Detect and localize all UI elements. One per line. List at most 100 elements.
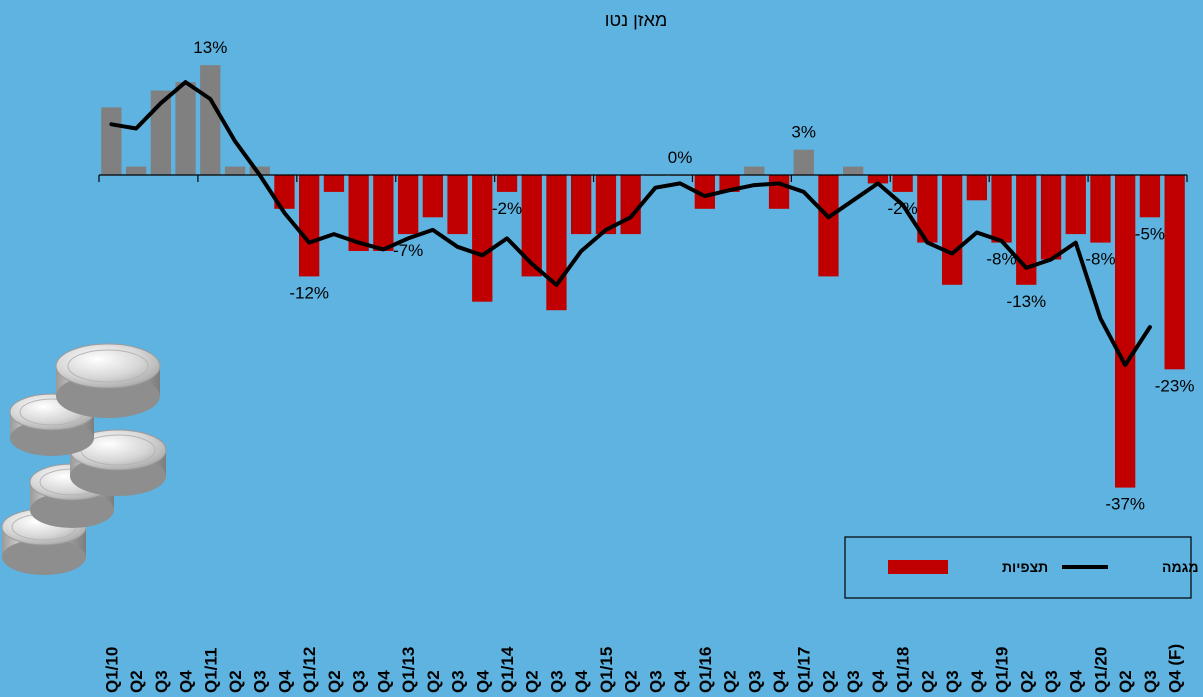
data-label-41: -37% bbox=[1105, 495, 1145, 514]
bar-29 bbox=[818, 175, 839, 277]
trend-line bbox=[109, 80, 1152, 368]
x-tick-label-23: Q4 bbox=[671, 670, 690, 693]
legend-label-trend: מגמה bbox=[1162, 559, 1199, 575]
bar-6 bbox=[249, 166, 270, 175]
x-tick-label-9: Q2 bbox=[325, 670, 344, 693]
x-tick-label-34: Q3 bbox=[943, 670, 962, 693]
bar-24 bbox=[694, 175, 715, 209]
data-label-36: -8% bbox=[986, 250, 1016, 269]
legend: מגמה תצפיות bbox=[844, 536, 1199, 599]
bar-15 bbox=[472, 175, 493, 302]
bar-3 bbox=[175, 82, 196, 175]
data-label-37: -13% bbox=[1006, 292, 1046, 311]
bar-33 bbox=[917, 175, 938, 243]
x-tick-label-41: Q2 bbox=[1116, 670, 1135, 693]
x-tick-label-27: Q4 bbox=[770, 670, 789, 693]
x-tick-label-2: Q3 bbox=[152, 670, 171, 693]
x-tick-label-39: Q4 bbox=[1067, 670, 1086, 693]
bar-28 bbox=[793, 149, 814, 175]
bar-40 bbox=[1090, 175, 1111, 243]
bar-7 bbox=[274, 175, 295, 209]
x-tick-label-11: Q4 bbox=[374, 670, 393, 693]
x-tick-label-33: Q2 bbox=[918, 670, 937, 693]
x-tick-label-36: Q1/19 bbox=[993, 647, 1012, 693]
x-tick-label-20: Q1/15 bbox=[597, 647, 616, 693]
legend-box bbox=[844, 536, 1192, 599]
bar-14 bbox=[447, 175, 468, 235]
bar-43 bbox=[1164, 175, 1185, 370]
data-label-23: 0% bbox=[668, 148, 693, 167]
x-tick-label-5: Q2 bbox=[226, 670, 245, 693]
x-tick-label-3: Q4 bbox=[177, 670, 196, 693]
x-tick-labels: Q1/10 Q2 Q3 Q4 Q1/11 Q2 Q3 Q4 Q1/12 Q2 Q3 Q4 Q1/13 Q2… bbox=[102, 644, 1184, 693]
trend-line-group bbox=[109, 80, 1152, 368]
data-label-16: -2% bbox=[492, 199, 522, 218]
bar-12 bbox=[398, 175, 419, 235]
x-tick-label-32: Q1/18 bbox=[894, 647, 913, 693]
x-tick-label-31: Q4 bbox=[869, 670, 888, 693]
bar-41 bbox=[1115, 175, 1136, 488]
data-label-4: 13% bbox=[193, 38, 227, 57]
bar-34 bbox=[942, 175, 963, 285]
data-label-40: -8% bbox=[1085, 250, 1115, 269]
bar-9 bbox=[323, 175, 345, 192]
x-tick-label-12: Q1/13 bbox=[399, 647, 418, 693]
x-tick-label-26: Q3 bbox=[745, 670, 764, 693]
bar-10 bbox=[348, 175, 369, 251]
chart-title: מאזן נטו bbox=[605, 10, 668, 30]
data-label-43: -23% bbox=[1155, 376, 1195, 395]
bar-18 bbox=[546, 175, 567, 311]
bar-42 bbox=[1139, 175, 1161, 218]
bar-8 bbox=[299, 175, 320, 277]
bar-39 bbox=[1065, 175, 1086, 235]
x-tick-label-22: Q3 bbox=[646, 670, 665, 693]
bar-1 bbox=[126, 166, 147, 175]
x-tick-label-14: Q3 bbox=[449, 670, 468, 693]
x-tick-label-28: Q1/17 bbox=[795, 647, 814, 693]
bar-32 bbox=[892, 175, 913, 192]
bar-20 bbox=[595, 175, 617, 235]
bar-36 bbox=[991, 175, 1012, 243]
x-tick-label-29: Q2 bbox=[820, 670, 839, 693]
x-tick-label-38: Q3 bbox=[1042, 670, 1061, 693]
x-axis bbox=[98, 174, 1188, 182]
x-tick-label-42: Q3 bbox=[1141, 670, 1160, 693]
x-tick-label-4: Q1/11 bbox=[201, 648, 220, 693]
bar-0 bbox=[101, 107, 122, 175]
data-label-42: -5% bbox=[1135, 224, 1165, 243]
bar-37 bbox=[1016, 175, 1037, 285]
bar-26 bbox=[744, 166, 765, 175]
bar-13 bbox=[422, 175, 443, 218]
legend-label-observations: תצפיות bbox=[1002, 559, 1048, 575]
x-tick-label-10: Q3 bbox=[350, 670, 369, 693]
x-tick-label-35: Q4 bbox=[968, 670, 987, 693]
x-tick-label-40: Q1/20 bbox=[1092, 647, 1111, 693]
x-tick-label-13: Q2 bbox=[424, 670, 443, 693]
bar-19 bbox=[571, 175, 592, 235]
bar-30 bbox=[843, 166, 864, 175]
x-tick-label-7: Q4 bbox=[276, 670, 295, 693]
x-tick-label-43: Q4 (F) bbox=[1166, 644, 1185, 693]
x-tick-label-17: Q2 bbox=[523, 670, 542, 693]
bars-group bbox=[101, 65, 1185, 488]
bar-4 bbox=[200, 65, 221, 175]
x-tick-label-18: Q3 bbox=[548, 670, 567, 693]
coins-stack-icon bbox=[1, 343, 167, 575]
data-label-8: -12% bbox=[289, 283, 329, 302]
x-tick-label-0: Q1/10 bbox=[102, 647, 121, 693]
data-label-32: -2% bbox=[887, 199, 917, 218]
x-tick-label-15: Q4 bbox=[473, 670, 492, 693]
bar-31 bbox=[867, 175, 889, 184]
bar-21 bbox=[620, 175, 641, 235]
x-tick-label-8: Q1/12 bbox=[300, 647, 319, 693]
bar-35 bbox=[966, 175, 987, 201]
data-label-12: -7% bbox=[393, 241, 423, 260]
x-tick-label-37: Q2 bbox=[1017, 670, 1036, 693]
bar-2 bbox=[150, 90, 171, 175]
x-tick-label-16: Q1/14 bbox=[498, 646, 517, 693]
x-tick-label-1: Q2 bbox=[127, 670, 146, 693]
bar-5 bbox=[224, 166, 246, 175]
x-tick-label-24: Q1/16 bbox=[696, 647, 715, 693]
bar-16 bbox=[496, 175, 518, 192]
